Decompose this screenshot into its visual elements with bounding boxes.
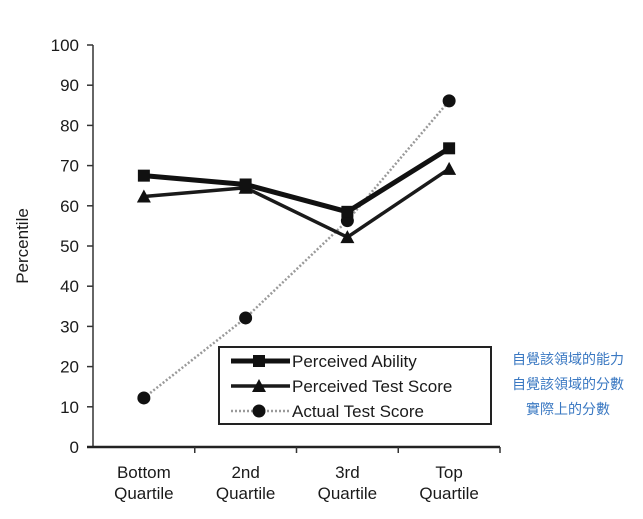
square-marker — [341, 205, 354, 218]
annotation-perceived-ability: 自覺該領域的能力 — [512, 352, 624, 368]
square-marker — [239, 178, 252, 191]
triangle-marker — [442, 161, 457, 175]
legend-circle-icon — [252, 404, 266, 418]
y-tick-label: 70 — [60, 157, 79, 176]
x-tick-label: 2nd Quartile — [216, 463, 276, 503]
legend-label: Perceived Ability — [292, 352, 417, 371]
x-tick-label: Top Quartile — [419, 463, 479, 503]
legend-label: Actual Test Score — [292, 402, 424, 421]
y-tick-label: 20 — [60, 358, 79, 377]
x-tick-label: Bottom Quartile — [114, 463, 174, 503]
y-tick-label: 60 — [60, 197, 79, 216]
circle-marker — [442, 94, 456, 108]
y-tick-label: 90 — [60, 76, 79, 95]
annotation-perceived-test-score: 自覺該領域的分數 — [512, 377, 624, 393]
triangle-marker — [340, 230, 355, 244]
y-tick-label: 0 — [70, 438, 79, 457]
square-marker — [137, 169, 150, 182]
series-perceived-ability — [137, 142, 456, 218]
x-tick-label: 3rd Quartile — [318, 463, 378, 503]
series-line — [143, 100, 451, 399]
y-tick-label: 10 — [60, 398, 79, 417]
legend-item: Actual Test Score — [231, 402, 424, 421]
square-marker — [443, 142, 456, 155]
y-tick-label: 40 — [60, 277, 79, 296]
y-tick-label: 30 — [60, 317, 79, 336]
y-tick-label: 50 — [60, 237, 79, 256]
legend: Perceived Ability Perceived Test Score Act… — [218, 346, 492, 425]
legend-triangle-icon — [252, 379, 266, 392]
series-line — [143, 146, 451, 215]
circle-marker — [239, 311, 253, 325]
y-tick-label: 80 — [60, 116, 79, 135]
legend-label: Perceived Test Score — [292, 377, 452, 396]
y-tick-label: 100 — [51, 36, 79, 55]
x-axis: Bottom Quartile 2nd Quartile 3rd Quartile Top Q… — [87, 445, 501, 503]
series-group — [136, 94, 457, 405]
y-axis-ticks: 0 10 20 30 40 50 60 70 80 90 100 — [51, 36, 94, 457]
triangle-marker — [136, 189, 151, 203]
legend-item: Perceived Ability — [231, 352, 417, 371]
y-axis-title: Percentile — [13, 208, 32, 284]
circle-marker — [137, 391, 151, 405]
series-line — [143, 167, 451, 239]
annotation-actual-test-score: 實際上的分數 — [526, 402, 610, 418]
legend-square-icon — [253, 355, 265, 367]
legend-item: Perceived Test Score — [231, 377, 452, 396]
